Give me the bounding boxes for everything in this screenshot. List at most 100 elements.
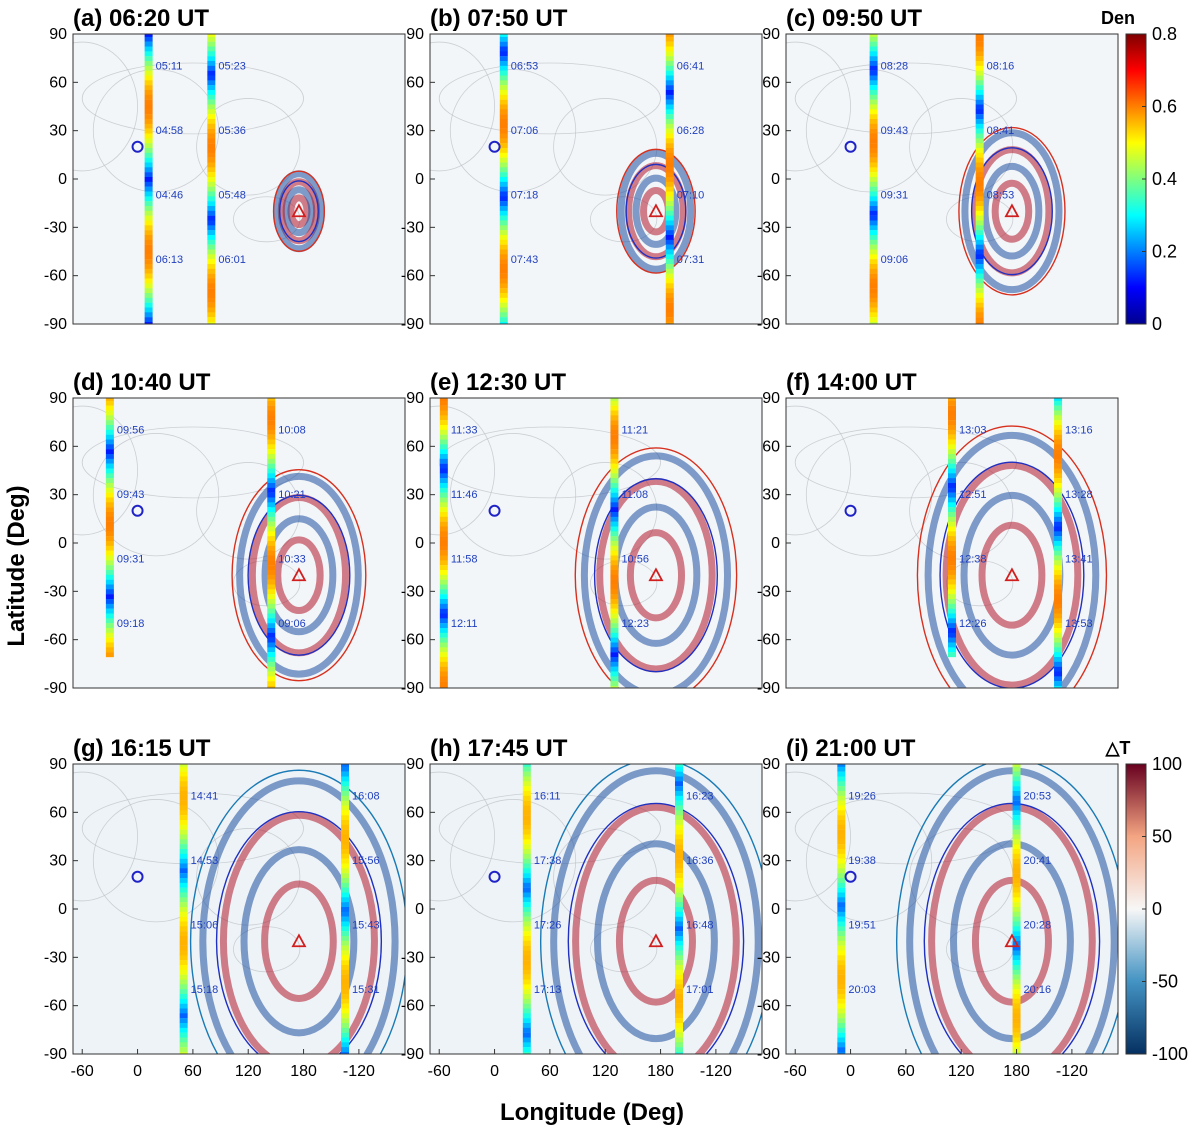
track-marker: [948, 478, 956, 484]
colorbar-tick-label: 100: [1152, 754, 1182, 774]
track-marker: [1012, 824, 1021, 830]
track-marker: [144, 302, 153, 308]
track-marker: [948, 434, 956, 440]
track-marker: [1054, 565, 1063, 571]
track-marker: [610, 463, 619, 469]
track-marker: [665, 297, 674, 303]
track-marker: [1054, 618, 1063, 624]
track-marker: [610, 531, 619, 537]
track-marker: [522, 1027, 531, 1033]
track-marker: [665, 264, 674, 269]
track-marker: [267, 449, 276, 455]
track-marker: [1054, 671, 1063, 677]
track-marker: [948, 647, 956, 653]
track-marker: [975, 172, 984, 178]
track-marker: [207, 80, 216, 86]
track-marker: [267, 550, 276, 556]
track-marker: [869, 206, 878, 211]
track-marker: [665, 109, 674, 115]
y-tick-label: -90: [44, 1046, 67, 1063]
coastline-outline: [73, 41, 138, 172]
track-marker: [439, 434, 448, 440]
track-marker: [499, 230, 508, 236]
track-marker: [610, 584, 619, 590]
colorbar-den: Den 0.8 0.6 0.4 0.2 0: [1101, 8, 1177, 334]
track-marker: [499, 41, 508, 47]
wave-ring: [261, 880, 337, 1002]
track-marker: [341, 805, 350, 811]
contour-inner: [593, 478, 718, 673]
track-marker: [341, 1023, 350, 1028]
track-marker: [341, 945, 350, 951]
track-marker: [267, 415, 276, 421]
track-marker: [499, 293, 508, 298]
track-marker: [499, 206, 508, 211]
track-marker: [1012, 786, 1021, 792]
track-marker: [1012, 960, 1021, 966]
track-marker: [675, 887, 683, 893]
track-marker: [105, 507, 114, 513]
wave-ring: [261, 515, 337, 636]
track-marker: [837, 926, 846, 932]
track-marker: [975, 123, 984, 129]
track-marker: [144, 99, 153, 105]
track-marker: [665, 201, 674, 207]
track-marker: [675, 965, 683, 970]
track-marker: [837, 994, 846, 999]
track-marker: [1054, 579, 1063, 585]
track-marker: [869, 114, 878, 120]
y-tick-label: 0: [771, 535, 780, 552]
track-marker: [207, 90, 216, 95]
track-marker: [665, 152, 674, 158]
track-time-label: 11:08: [621, 489, 648, 501]
track-marker: [179, 979, 188, 985]
track-marker: [179, 849, 188, 854]
track-marker: [1054, 594, 1063, 600]
track-marker: [144, 239, 153, 245]
track-time-label: 14:53: [191, 855, 219, 867]
contour-outer: [616, 148, 696, 274]
track-marker: [105, 555, 114, 561]
track-marker: [179, 791, 188, 796]
track-marker: [267, 420, 276, 426]
track-marker: [144, 244, 153, 250]
track-marker: [665, 196, 674, 202]
track-marker: [837, 892, 846, 898]
y-tick-label: -60: [401, 632, 424, 649]
track-marker: [869, 172, 878, 178]
track-marker: [975, 215, 984, 221]
track-marker: [267, 594, 276, 600]
y-tick-label: 0: [58, 535, 67, 552]
track-marker: [869, 307, 878, 313]
track-marker: [179, 1018, 188, 1024]
wave-ring: [615, 876, 696, 1006]
track-marker: [610, 425, 619, 430]
track-marker: [869, 273, 878, 279]
track-marker: [837, 940, 846, 946]
track-time-label: 06:53: [511, 60, 539, 72]
track-marker: [179, 1032, 188, 1038]
coastline-outline: [786, 41, 851, 172]
track-marker: [675, 882, 683, 888]
track-time-label: 17:26: [534, 919, 562, 931]
track-marker: [105, 579, 114, 585]
y-tick-label: 30: [762, 487, 780, 504]
track-marker: [975, 210, 984, 216]
y-tick-label: 60: [406, 438, 424, 455]
track-marker: [341, 892, 350, 898]
wave-ring: [236, 472, 362, 678]
track-marker: [499, 34, 508, 37]
track-marker: [522, 1042, 531, 1048]
track-marker: [207, 85, 216, 91]
track-marker: [610, 444, 619, 450]
track-marker: [439, 444, 448, 450]
wave-ring: [596, 477, 716, 673]
track-marker: [665, 302, 674, 308]
track-marker: [207, 220, 216, 226]
track-marker: [975, 138, 984, 144]
contour-inner: [970, 147, 1053, 276]
track-marker: [675, 1042, 683, 1048]
track-time-label: 20:03: [848, 984, 876, 996]
track-marker: [948, 473, 956, 479]
track-marker: [439, 632, 448, 638]
